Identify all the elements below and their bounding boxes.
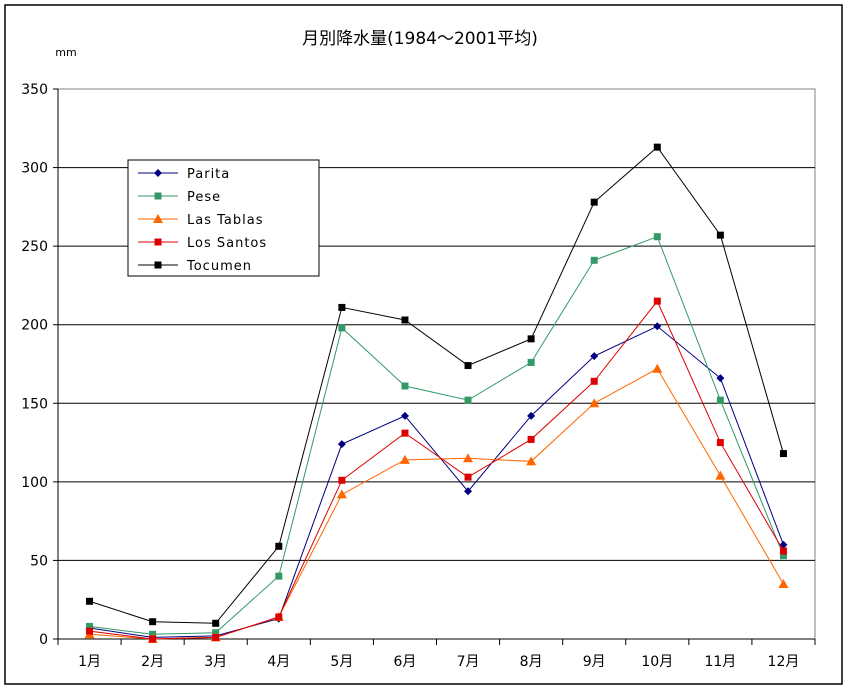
data-point-los-santos [212,633,220,641]
data-point-las-tablas [715,470,726,480]
x-tick-label: 12月 [768,654,800,670]
legend-label-las-tablas: Las Tablas [187,213,263,228]
x-tick-label: 3月 [204,654,227,670]
y-tick-label: 350 [21,82,48,98]
data-point-tocumen [338,303,346,311]
y-tick-label: 300 [21,161,48,177]
data-point-pese [590,256,598,264]
data-point-los-santos [716,439,724,447]
data-point-tocumen [275,542,283,550]
data-point-pese [527,358,535,366]
series-line-los-santos [89,300,784,640]
y-tick-label: 200 [21,318,48,334]
x-tick-label: 6月 [393,654,416,670]
series-group [84,143,789,643]
data-point-pese [338,324,346,332]
x-tick-label: 10月 [641,654,673,670]
data-point-los-santos [653,297,661,305]
x-tick-label: 2月 [141,654,164,670]
data-point-las-tablas [463,453,474,463]
legend-marker-tocumen [154,261,162,269]
y-tick-label: 250 [21,239,48,255]
data-point-las-tablas [589,398,600,408]
chart-title: 月別降水量(1984～2001平均) [302,29,538,49]
legend-marker-pese [154,192,162,200]
data-point-las-tablas [778,579,789,588]
y-tick-label: 150 [21,396,48,412]
data-point-parita [337,440,346,449]
data-point-pese [653,233,661,241]
data-point-parita [464,487,473,496]
legend-label-parita: Parita [187,167,230,182]
data-point-las-tablas [336,489,347,499]
series-los-santos [86,297,787,643]
data-point-tocumen [86,597,94,605]
data-point-parita [527,411,536,420]
legend-marker-los-santos [154,238,162,246]
data-point-las-tablas [399,454,410,464]
y-tick-label: 100 [21,475,48,491]
data-point-las-tablas [652,363,663,373]
axes: 0 50 100 150 200 250 300 350 1月 2月 3月 4月 5月 6月 7月 8月 9月 1… [21,82,816,670]
data-point-tocumen [527,335,535,343]
legend-marker-parita [154,169,162,177]
y-tick-label: 50 [30,553,48,569]
data-point-pese [401,382,409,390]
data-point-los-santos [86,627,94,635]
data-point-pese [275,572,283,580]
data-point-pese [464,396,472,404]
data-point-los-santos [464,473,472,481]
data-point-parita [653,322,662,331]
data-point-tocumen [464,362,472,370]
data-point-los-santos [275,613,283,621]
x-tick-label: 7月 [457,654,480,670]
x-tick-label: 4月 [267,654,290,670]
data-point-parita [716,374,725,383]
data-point-las-tablas [526,456,537,466]
series-line-parita [89,325,784,638]
data-point-pese [779,552,787,560]
x-tick-label: 11月 [704,654,736,670]
legend: Parita Pese Las Tablas Los Santos Tocumen [127,159,320,277]
data-point-tocumen [779,450,787,458]
data-point-tocumen [653,143,661,151]
data-point-los-santos [338,476,346,484]
data-point-los-santos [401,429,409,437]
data-point-pese [86,622,94,630]
data-point-los-santos [779,547,787,555]
data-point-tocumen [149,618,157,626]
x-tick-label: 9月 [583,654,606,670]
data-point-los-santos [590,377,598,385]
legend-label-pese: Pese [187,190,221,205]
data-point-parita [400,411,409,420]
x-tick-label: 1月 [78,654,101,670]
y-axis-unit: mm [55,46,76,59]
data-point-tocumen [401,316,409,324]
data-point-parita [590,352,599,361]
series-line-pese [89,236,784,635]
data-point-tocumen [212,619,220,627]
data-point-pese [716,396,724,404]
legend-label-tocumen: Tocumen [186,259,252,274]
x-tick-label: 5月 [330,654,353,670]
series-line-tocumen [89,146,784,624]
data-point-los-santos [527,435,535,443]
data-point-tocumen [716,231,724,239]
data-point-los-santos [149,635,157,643]
series-tocumen [86,143,787,627]
data-point-tocumen [590,198,598,206]
x-tick-label: 8月 [520,654,543,670]
y-tick-label: 0 [39,632,48,648]
legend-label-los-santos: Los Santos [187,236,267,251]
legend-marker-las-tablas [153,214,163,223]
